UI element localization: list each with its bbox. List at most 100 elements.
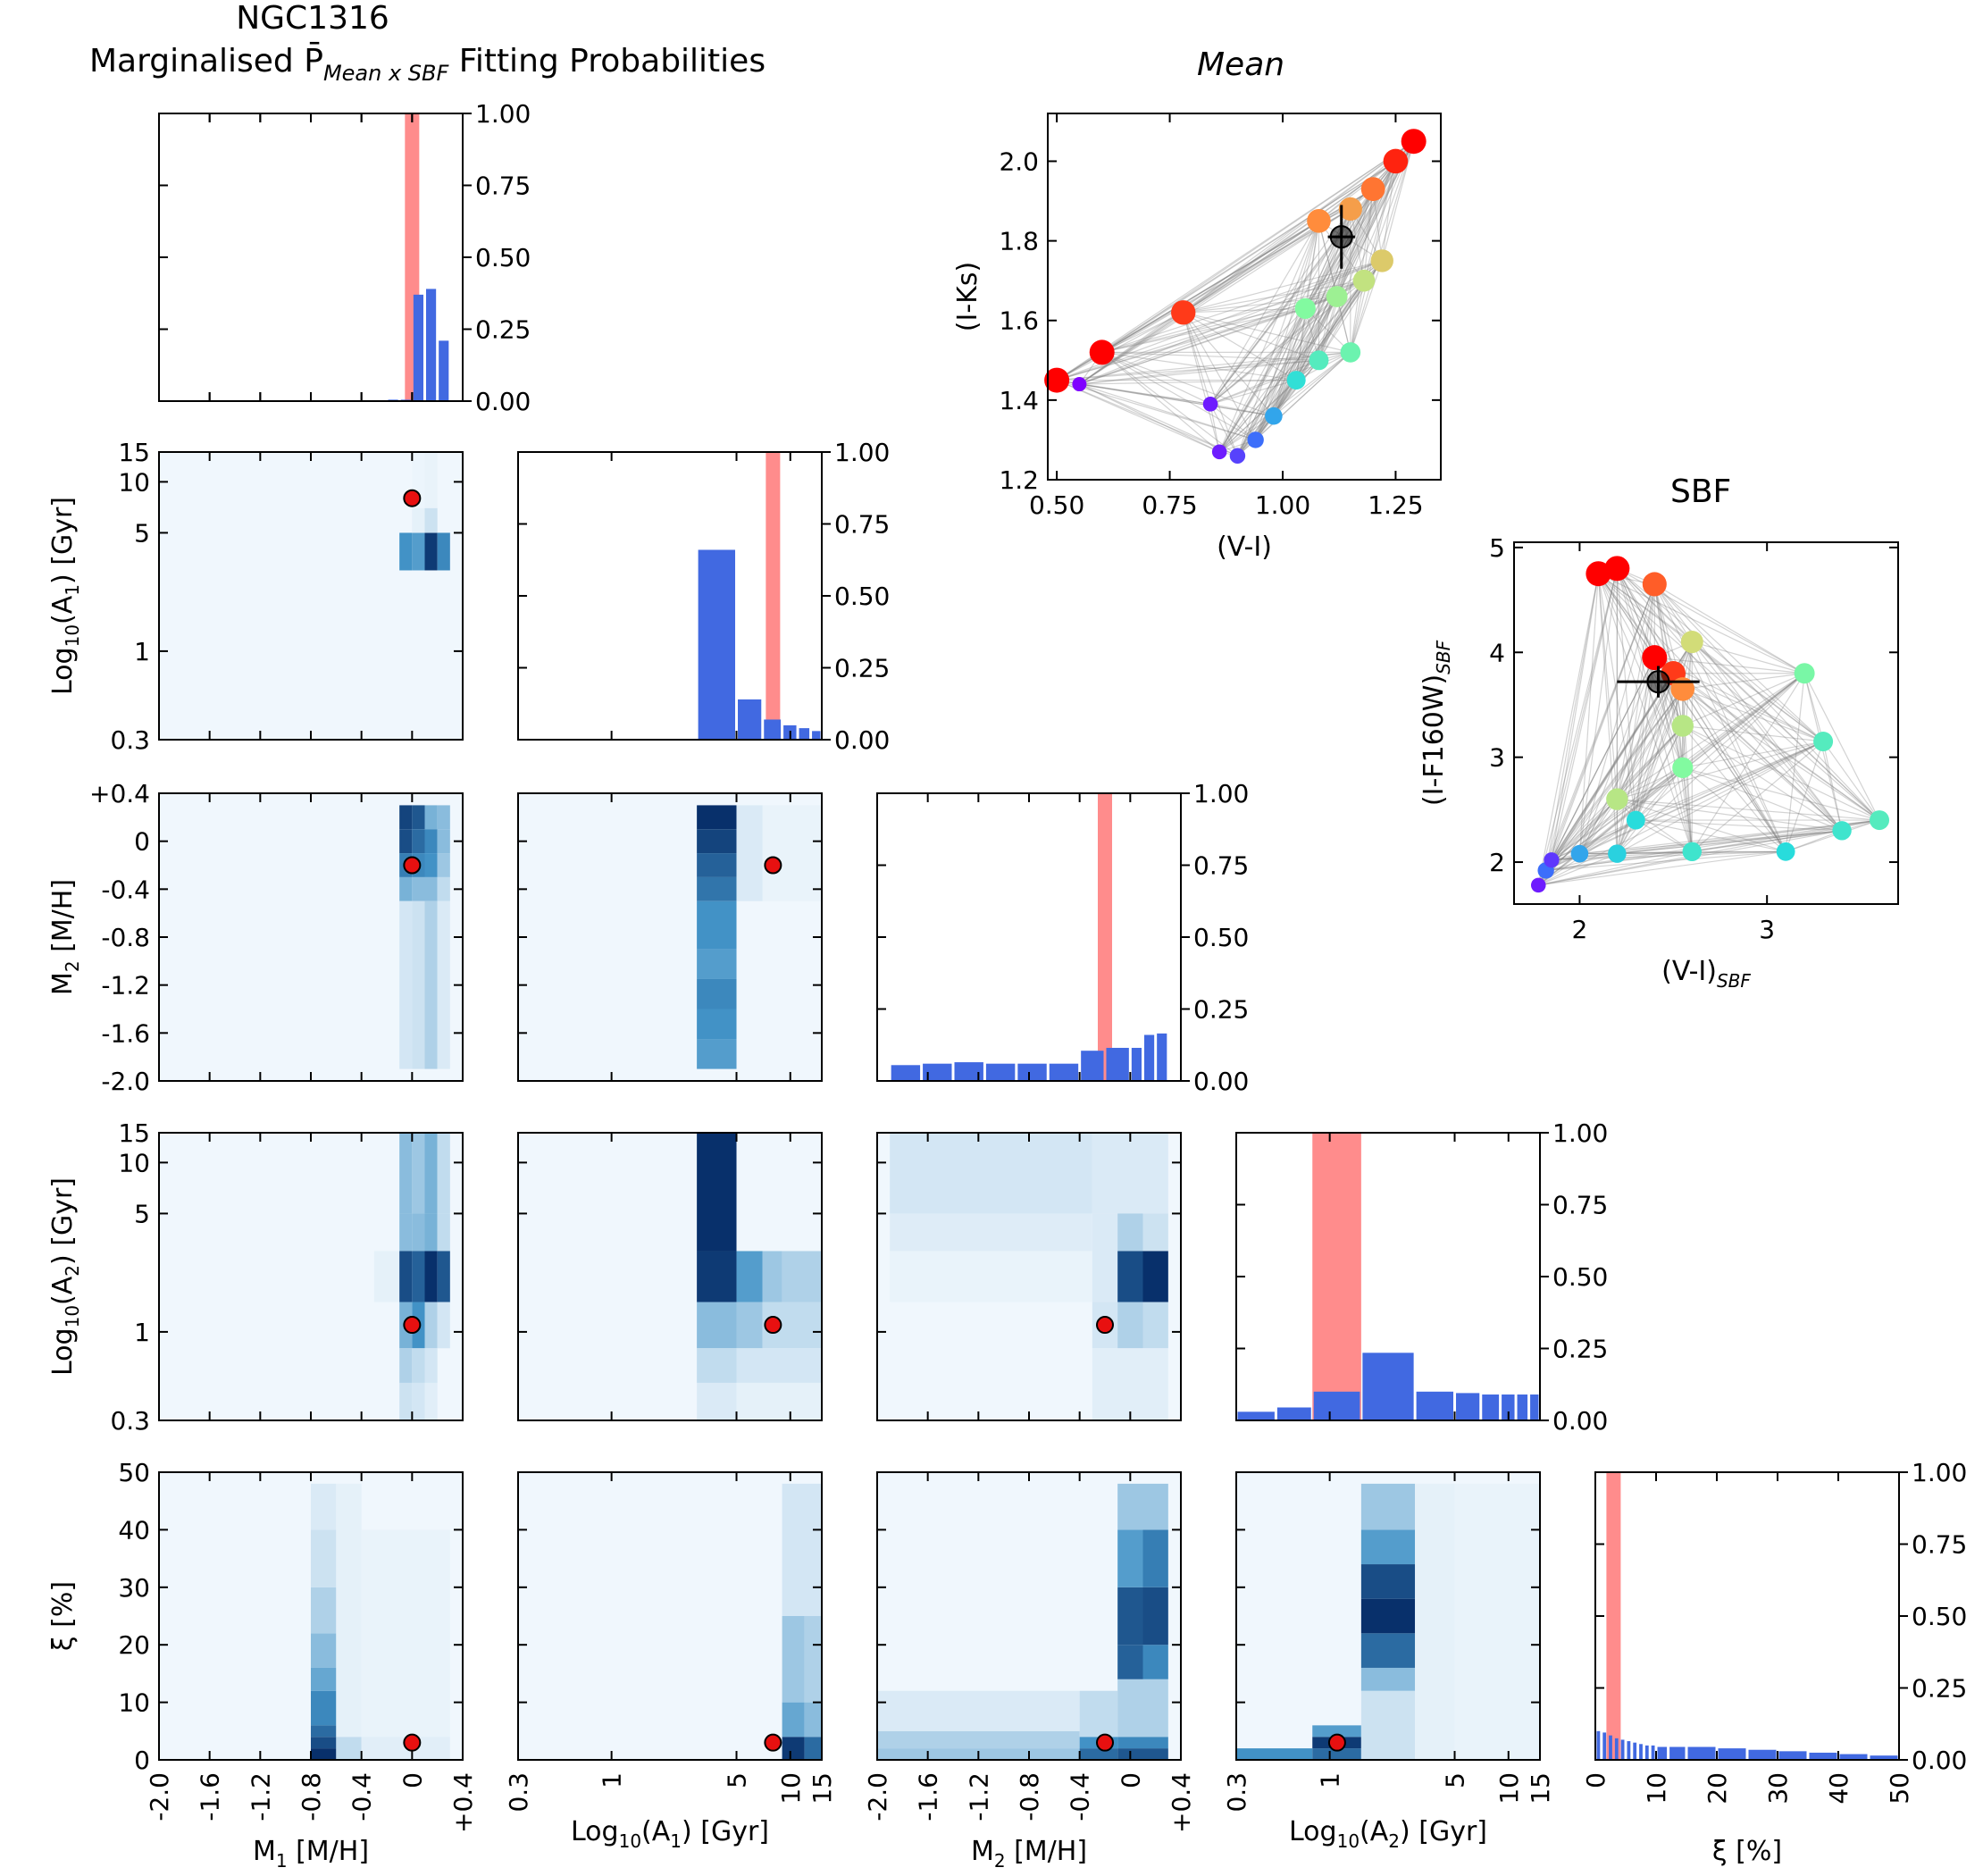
model-track <box>1255 308 1306 440</box>
x-tick-label: 30 <box>1763 1772 1793 1805</box>
x-axis-title: Log10(A1) [Gyr] <box>571 1816 769 1852</box>
best-fit-marker <box>764 1733 782 1752</box>
heatmap-cell <box>762 805 822 901</box>
model-track <box>1682 767 1693 852</box>
model-track <box>1101 220 1319 353</box>
model-track <box>1545 850 1786 872</box>
x-tick-label: 40 <box>1824 1772 1853 1805</box>
model-track <box>1785 819 1880 852</box>
model-track <box>1218 260 1383 453</box>
histogram-bar <box>1517 1394 1528 1420</box>
model-track <box>1598 573 1805 674</box>
figure-title-line1: NGC1316 <box>236 0 389 37</box>
heatmap-cell <box>437 900 450 1069</box>
model-point <box>1383 148 1409 174</box>
model-track <box>1682 641 1693 768</box>
model-track <box>1273 280 1365 417</box>
model-track <box>1056 307 1306 381</box>
model-track <box>1682 725 1786 852</box>
y-tick-label: 1.6 <box>999 306 1039 336</box>
model-point <box>1265 406 1283 425</box>
model-point <box>1211 444 1227 460</box>
model-track <box>1336 208 1351 297</box>
heatmap-cell <box>877 1690 1080 1731</box>
heatmap-cell <box>437 805 450 830</box>
model-track <box>1551 799 1618 861</box>
model-track <box>1691 641 1786 852</box>
model-track <box>1578 725 1684 855</box>
model-track <box>1598 573 1824 742</box>
model-track <box>1538 850 1693 886</box>
x-tick-label: 15 <box>807 1772 837 1805</box>
axis-title-part: Log <box>47 1327 79 1376</box>
model-track <box>1336 161 1396 297</box>
histogram-y-label: 0.50 <box>834 582 890 611</box>
heatmap-cell <box>437 829 450 854</box>
y-tick-label: 15 <box>118 1118 150 1148</box>
model-track <box>1617 830 1843 855</box>
y-tick-label: 1.8 <box>999 227 1039 256</box>
y-tick-label: -0.4 <box>101 875 150 904</box>
model-track <box>1273 308 1306 416</box>
model-track <box>1545 766 1684 871</box>
heatmap-cell <box>424 900 438 1069</box>
model-track <box>1682 688 1824 742</box>
model-track <box>1597 573 1843 832</box>
model-track <box>1682 673 1805 726</box>
histogram-bar <box>954 1062 983 1081</box>
scatter-frame <box>1513 541 1899 905</box>
histogram-bar <box>764 719 782 740</box>
heatmap-cell <box>697 1133 737 1252</box>
x-tick-label: 0.50 <box>1029 490 1084 520</box>
heatmap-cell <box>1092 1348 1168 1420</box>
title-text-post: Fitting Probabilities <box>448 43 766 80</box>
model-track <box>1209 221 1319 405</box>
model-track <box>1183 312 1319 361</box>
heatmap-cell <box>1079 1690 1118 1738</box>
model-track <box>1056 160 1396 381</box>
heatmap-cell <box>399 1382 413 1420</box>
model-track <box>1209 307 1306 405</box>
heatmap-cell <box>1117 1737 1168 1749</box>
y-tick-label: 1 <box>134 637 150 666</box>
histogram-bar <box>1633 1742 1637 1760</box>
heatmap-cell <box>1117 1251 1143 1302</box>
model-track <box>1545 819 1636 871</box>
model-track <box>1183 312 1211 405</box>
model-track <box>1803 673 1880 821</box>
histogram-bar <box>1017 1063 1047 1081</box>
heatmap-cell <box>437 1133 450 1214</box>
model-track <box>1545 583 1655 871</box>
model-track <box>1597 573 1880 821</box>
model-track <box>1597 573 1655 658</box>
title-subscript: Mean x SBF <box>322 61 449 86</box>
model-track <box>1381 161 1397 261</box>
model-track <box>1653 583 1674 674</box>
histogram-bar <box>1778 1751 1807 1760</box>
model-track <box>1295 140 1415 381</box>
model-track <box>1635 583 1655 821</box>
histogram-y-label: 1.00 <box>475 99 531 129</box>
model-track <box>1691 673 1805 852</box>
model-track <box>1537 568 1618 886</box>
heatmap-cell <box>697 876 737 901</box>
model-track <box>1101 351 1220 453</box>
axis-title-part: Log <box>1289 1816 1337 1847</box>
heatmap-cell <box>311 1667 337 1691</box>
heatmap-cell <box>1079 1748 1118 1760</box>
model-track <box>1183 220 1319 314</box>
model-point <box>1608 844 1627 863</box>
model-track <box>1079 383 1238 456</box>
model-point <box>1832 821 1852 841</box>
heatmap-cell <box>399 805 413 830</box>
model-track <box>1183 312 1297 381</box>
heatmap-cell <box>697 829 737 854</box>
figure-title-line2: Marginalised P̄Mean x SBF Fitting Probab… <box>89 43 766 86</box>
model-track <box>1682 688 1880 821</box>
model-track <box>1183 140 1415 314</box>
heatmap-cell <box>736 1302 763 1349</box>
model-track <box>1682 673 1805 690</box>
model-track <box>1079 351 1351 385</box>
y-axis-title: Log10(A1) [Gyr] <box>47 497 83 695</box>
